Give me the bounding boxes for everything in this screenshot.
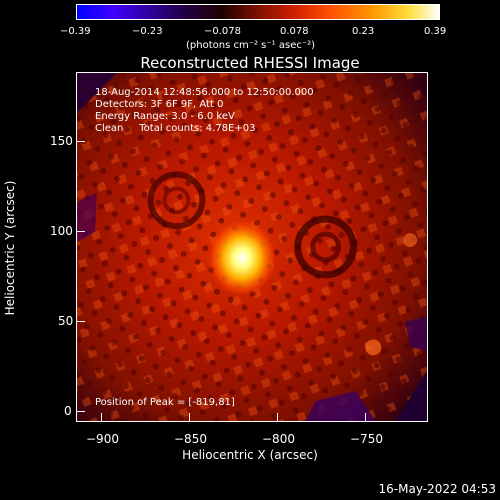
colorbar-tick: 0.078: [280, 26, 309, 37]
x-tick-label: −750: [350, 432, 383, 446]
timestamp: 16-May-2022 04:53: [378, 482, 496, 496]
peak-position-label: Position of Peak = [-819,81]: [95, 397, 235, 408]
colorbar-tick: −0.23: [132, 26, 163, 37]
y-tick-label: 150: [50, 134, 73, 148]
x-axis-label: Heliocentric X (arcsec): [182, 448, 318, 462]
colorbar: [76, 4, 440, 20]
info-time-range: 18-Aug-2014 12:48:56.000 to 12:50:00.000: [95, 87, 314, 98]
colorbar-tick: −0.078: [204, 26, 242, 37]
x-tick-label: −900: [86, 432, 119, 446]
reconstructed-image: [77, 73, 427, 421]
y-tick-label: 100: [50, 224, 73, 238]
colorbar-tick: 0.23: [352, 26, 375, 37]
y-tick-label: 0: [64, 404, 72, 418]
info-detectors: Detectors: 3F 6F 9F, Att 0: [95, 99, 224, 110]
x-tick-label: −850: [174, 432, 207, 446]
colorbar-tick: −0.39: [60, 26, 91, 37]
image-title: Reconstructed RHESSI Image: [140, 54, 360, 72]
y-axis-label: Heliocentric Y (arcsec): [3, 180, 17, 316]
x-tick-label: −800: [262, 432, 295, 446]
info-clean-counts: Clean Total counts: 4.78E+03: [95, 123, 256, 134]
rhessi-image-plot: 18-Aug-2014 12:48:56.000 to 12:50:00.000…: [76, 72, 428, 422]
y-tick-label: 50: [58, 314, 74, 328]
colorbar-unit-label: (photons cm⁻² s⁻¹ asec⁻²): [186, 40, 316, 51]
colorbar-tick: 0.39: [424, 26, 447, 37]
info-energy-range: Energy Range: 3.0 - 6.0 keV: [95, 111, 235, 122]
